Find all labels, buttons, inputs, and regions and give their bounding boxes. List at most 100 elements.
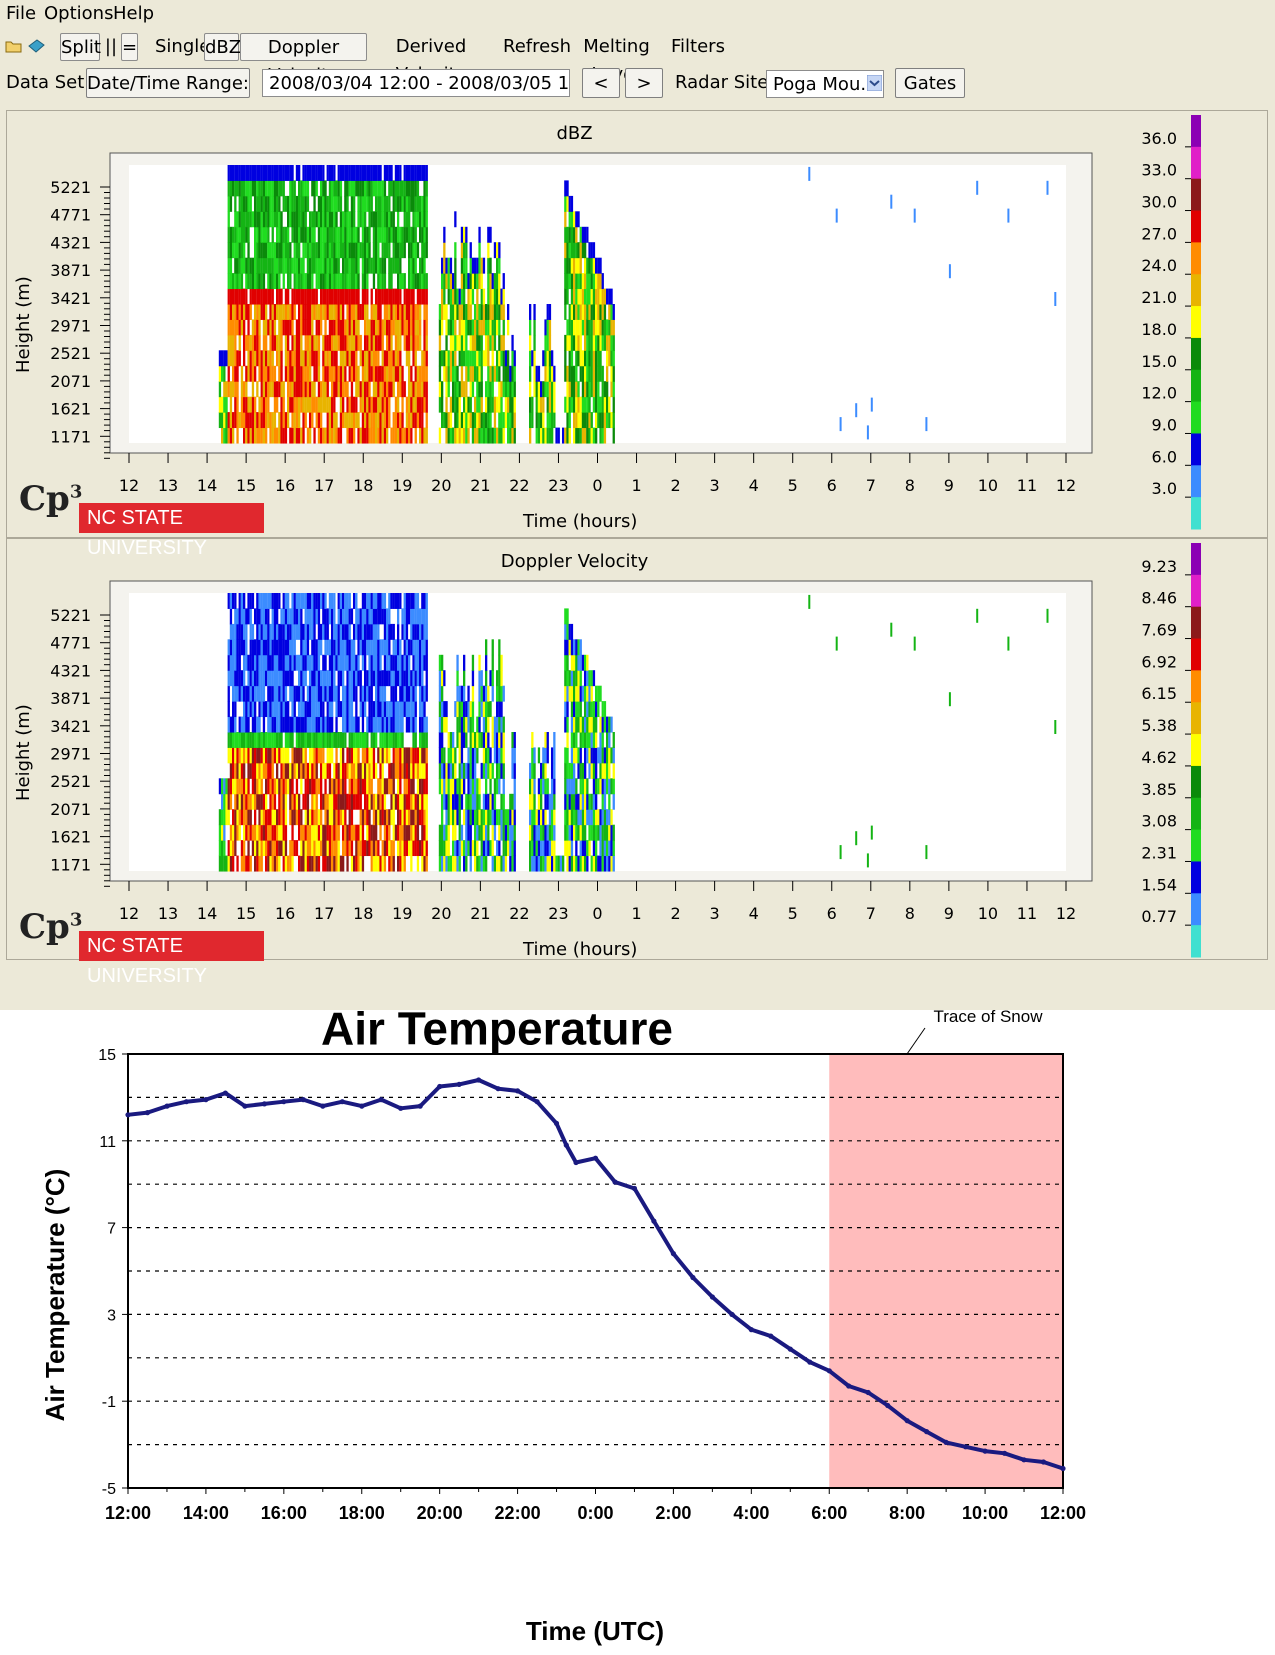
- radar-echo-cell: [339, 639, 343, 656]
- radar-echo-cell: [293, 350, 296, 367]
- radar-echo-cell: [258, 304, 261, 320]
- radar-echo-cell: [273, 732, 277, 748]
- radar-echo-cell: [348, 654, 351, 671]
- derived-velocity-button[interactable]: Derived Velocity: [395, 36, 467, 85]
- radar-echo-cell: [491, 732, 494, 748]
- radar-echo-cell: [320, 840, 323, 857]
- radar-echo-cell: [588, 334, 591, 351]
- radar-echo-cell: [306, 304, 310, 320]
- radar-echo-cell: [300, 180, 303, 197]
- radar-echo-cell: [390, 593, 393, 609]
- radar-echo-cell: [408, 716, 411, 733]
- radar-echo-cell: [414, 180, 417, 197]
- radar-echo-cell: [328, 855, 332, 872]
- radar-echo-cell: [502, 412, 505, 429]
- radar-echo-cell: [364, 165, 367, 181]
- radar-echo-cell: [229, 778, 233, 795]
- radar-echo-cell: [509, 824, 512, 841]
- radar-echo-cell: [359, 165, 362, 181]
- date-range-field[interactable]: 2008/03/04 12:00 - 2008/03/05 12:00: [262, 69, 570, 97]
- split-button[interactable]: Split: [60, 33, 101, 61]
- radar-echo-cell: [566, 793, 569, 810]
- radar-echo-cell: [247, 242, 250, 259]
- radar-echo-cell: [284, 319, 288, 336]
- radar-echo-cell: [599, 319, 602, 336]
- radar-echo-cell: [223, 840, 226, 857]
- chevron-down-icon[interactable]: [867, 75, 882, 91]
- x-tick-label: 0:00: [577, 1503, 613, 1523]
- radar-echo-cell: [342, 793, 345, 810]
- radar-echo-cell: [260, 654, 263, 671]
- radar-echo-cell: [601, 762, 604, 779]
- radar-echo-cell: [570, 211, 574, 228]
- radar-echo-cell: [548, 304, 552, 320]
- radar-echo-cell: [337, 840, 340, 857]
- radar-echo-cell: [245, 778, 248, 795]
- radar-echo-cell: [361, 226, 365, 243]
- radar-echo-cell: [333, 257, 336, 274]
- doppler-x-axis-label: Time (hours): [523, 939, 638, 960]
- menu-help[interactable]: Help: [113, 3, 155, 24]
- radar-echo-cell: [229, 716, 233, 733]
- save-disk-icon[interactable]: [27, 38, 45, 54]
- date-time-range-button[interactable]: Date/Time Range:: [86, 68, 250, 98]
- radar-echo-cell: [553, 747, 556, 764]
- radar-echo-cell: [287, 701, 290, 718]
- radar-echo-cell: [372, 670, 376, 687]
- previous-button[interactable]: <: [582, 68, 620, 98]
- filters-button[interactable]: Filters: [671, 36, 725, 57]
- horizontal-split-button[interactable]: =: [121, 33, 138, 61]
- radar-echo-cell: [280, 226, 283, 243]
- radar-echo-cell: [293, 793, 296, 810]
- radar-echo-cell: [579, 840, 582, 857]
- radar-site-select[interactable]: Poga Mou...: [766, 70, 884, 98]
- gates-button[interactable]: Gates: [895, 68, 965, 98]
- single-button[interactable]: Single: [155, 36, 211, 57]
- radar-echo-cell: [397, 778, 400, 795]
- dbz-button[interactable]: dBZ: [204, 33, 241, 61]
- menu-options[interactable]: Options: [44, 3, 114, 24]
- refresh-button[interactable]: Refresh: [503, 36, 571, 57]
- radar-echo-cell: [408, 685, 411, 702]
- radar-echo-cell: [570, 670, 574, 687]
- open-folder-icon[interactable]: [5, 38, 23, 54]
- radar-echo-cell: [379, 762, 382, 779]
- radar-echo-cell: [465, 809, 468, 826]
- vertical-split-button[interactable]: ||: [104, 36, 118, 57]
- radar-echo-cell: [405, 670, 409, 687]
- temperature-point: [807, 1359, 813, 1365]
- radar-echo-cell: [271, 593, 274, 609]
- radar-echo-cell: [381, 608, 384, 625]
- radar-echo-cell: [377, 304, 380, 320]
- radar-echo-cell: [243, 701, 246, 718]
- radar-echo-cell: [256, 211, 259, 228]
- radar-echo-cell: [234, 793, 237, 810]
- radar-echo-cell: [606, 732, 609, 748]
- radar-echo-cell: [498, 304, 501, 320]
- radar-echo-cell: [350, 211, 354, 228]
- radar-echo-cell: [254, 716, 257, 733]
- radar-echo-cell: [232, 427, 235, 444]
- radar-echo-cell: [412, 412, 415, 429]
- radar-echo-cell: [370, 288, 373, 305]
- doppler-velocity-button[interactable]: Doppler Velocity: [240, 33, 367, 86]
- radar-echo-cell: [366, 273, 369, 290]
- radar-echo-cell: [223, 412, 226, 429]
- radar-echo-cell: [575, 365, 578, 382]
- radar-echo-cell: [388, 334, 391, 351]
- radar-echo-cell: [476, 381, 479, 398]
- radar-echo-cell: [577, 319, 580, 336]
- radar-echo-cell: [350, 716, 354, 733]
- radar-echo-cell: [324, 593, 327, 609]
- radar-echo-cell: [401, 623, 404, 640]
- next-button[interactable]: >: [625, 68, 663, 98]
- radar-echo-cell: [408, 381, 411, 398]
- radar-echo-cell: [238, 778, 241, 795]
- radar-echo-cell: [568, 226, 571, 243]
- radar-echo-cell: [348, 365, 351, 382]
- radar-echo-cell: [410, 747, 413, 764]
- menu-file[interactable]: File: [6, 3, 37, 24]
- radar-echo-cell: [300, 350, 303, 367]
- radar-echo-cell: [399, 273, 402, 290]
- melting-layer-button[interactable]: Melting Layer: [583, 36, 650, 85]
